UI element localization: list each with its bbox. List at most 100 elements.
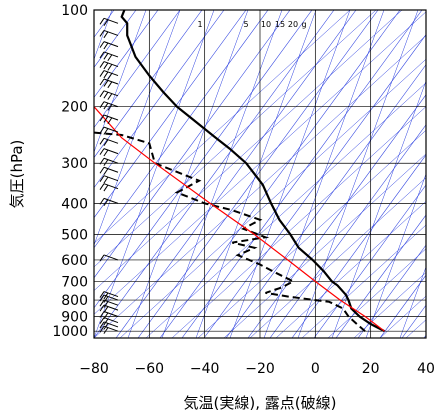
wind-barb-flag xyxy=(99,311,105,318)
guide-line xyxy=(115,10,357,338)
y-tick-label: 100 xyxy=(61,3,88,19)
mixing-ratio-label: g xyxy=(301,20,306,29)
y-tick-label: 800 xyxy=(61,293,88,309)
wind-barb xyxy=(103,166,119,173)
guide-line xyxy=(94,10,203,159)
x-tick-label: 0 xyxy=(311,361,320,377)
guide-line xyxy=(379,274,426,338)
mixing-ratio-label: 10 xyxy=(261,20,271,29)
guide-line xyxy=(94,35,426,338)
wind-barb xyxy=(103,183,119,190)
wind-barb xyxy=(103,126,119,133)
wind-barb xyxy=(103,51,119,58)
wind-barb-flag xyxy=(103,102,109,110)
x-tick-label: 20 xyxy=(362,361,380,377)
wind-barb-flag xyxy=(103,42,109,50)
y-tick-label: 700 xyxy=(61,274,88,290)
wind-barb xyxy=(103,197,119,204)
mixing-ratio-label: 1 xyxy=(197,20,202,29)
wind-barb xyxy=(103,61,119,68)
x-tick-label: 40 xyxy=(417,361,435,377)
guide-line xyxy=(159,10,401,338)
wind-barb-flag xyxy=(99,304,105,312)
wind-barb-flag xyxy=(103,292,109,300)
guide-line xyxy=(127,10,249,338)
wind-barb xyxy=(103,254,119,261)
wind-barb-flag xyxy=(99,78,105,86)
wind-barb-flag xyxy=(99,325,105,333)
wind-barb xyxy=(103,90,119,97)
wind-barb-flag xyxy=(103,116,109,123)
wind-barb-flag xyxy=(99,90,105,98)
plot-frame xyxy=(93,9,427,339)
wind-barb-flag xyxy=(99,198,105,205)
guide-line xyxy=(94,10,351,244)
wind-barb-flag xyxy=(107,81,113,89)
wind-barb-flag xyxy=(103,318,109,326)
wind-barb xyxy=(103,17,119,24)
wind-barb-flag xyxy=(99,291,105,298)
wind-barb xyxy=(103,137,119,144)
wind-barb-flag xyxy=(103,91,109,99)
y-tick-label: 200 xyxy=(61,100,88,116)
wind-barb-flag xyxy=(103,296,109,303)
guide-line xyxy=(94,10,181,246)
wind-barb xyxy=(103,101,119,108)
wind-barb-flag xyxy=(103,184,109,192)
guide-line xyxy=(313,184,426,338)
guide-line xyxy=(269,124,426,338)
wind-barb xyxy=(103,114,119,121)
mixing-ratio-label: 20 xyxy=(288,20,298,29)
x-tick-label: −60 xyxy=(135,361,165,377)
guide-lines xyxy=(94,10,426,338)
wind-barb-flag xyxy=(99,18,105,25)
guide-line xyxy=(94,10,313,309)
wind-barb-flag xyxy=(103,128,109,135)
guide-line xyxy=(137,10,379,338)
wind-barb-flag xyxy=(103,327,109,334)
wind-barb xyxy=(103,321,119,328)
wind-barb-flag xyxy=(99,175,105,182)
wind-barb xyxy=(103,78,119,85)
x-tick-label: −40 xyxy=(190,361,220,377)
mixing-ratio-labels: 1 5 10 15 20 g xyxy=(197,20,306,29)
wind-barb-flag xyxy=(99,321,105,329)
guide-line xyxy=(353,272,426,338)
guide-line xyxy=(197,129,426,338)
wind-barb-flag xyxy=(103,301,109,308)
wind-barb-flag xyxy=(99,138,105,145)
parcel-line xyxy=(94,106,385,332)
x-tick-label: −80 xyxy=(79,361,109,377)
guide-line xyxy=(94,11,426,315)
wind-barb xyxy=(103,311,119,317)
wind-barb-flag xyxy=(107,117,113,125)
y-tick-label: 1000 xyxy=(52,324,88,340)
guide-line xyxy=(249,177,426,338)
wind-barb-flag xyxy=(103,53,109,60)
x-tick-labels: −80 −60 −40 −20 0 20 40 xyxy=(79,361,435,377)
guide-line xyxy=(94,10,335,338)
wind-barb-flag xyxy=(103,71,109,79)
wind-barbs xyxy=(99,17,119,334)
wind-barb-flag xyxy=(103,168,109,175)
guide-line xyxy=(119,58,426,338)
wind-barb-flag xyxy=(107,54,113,62)
guide-line xyxy=(331,80,426,338)
guide-line xyxy=(327,248,426,338)
guide-line xyxy=(335,214,426,338)
guide-line xyxy=(195,10,317,338)
wind-barb-flag xyxy=(107,93,113,100)
wind-barb xyxy=(103,299,119,306)
guide-line xyxy=(405,319,426,338)
guide-line xyxy=(291,154,426,338)
grid-lines xyxy=(94,10,426,338)
temperature-line xyxy=(120,10,386,333)
guide-line xyxy=(379,295,426,338)
mixing-ratio-label: 15 xyxy=(275,20,285,29)
wind-barb-flag xyxy=(99,70,105,77)
wind-barb-flag xyxy=(99,101,105,108)
wind-barb-flag xyxy=(103,199,109,207)
x-axis-title: 気温(実線), 露点(破線) xyxy=(184,394,337,412)
